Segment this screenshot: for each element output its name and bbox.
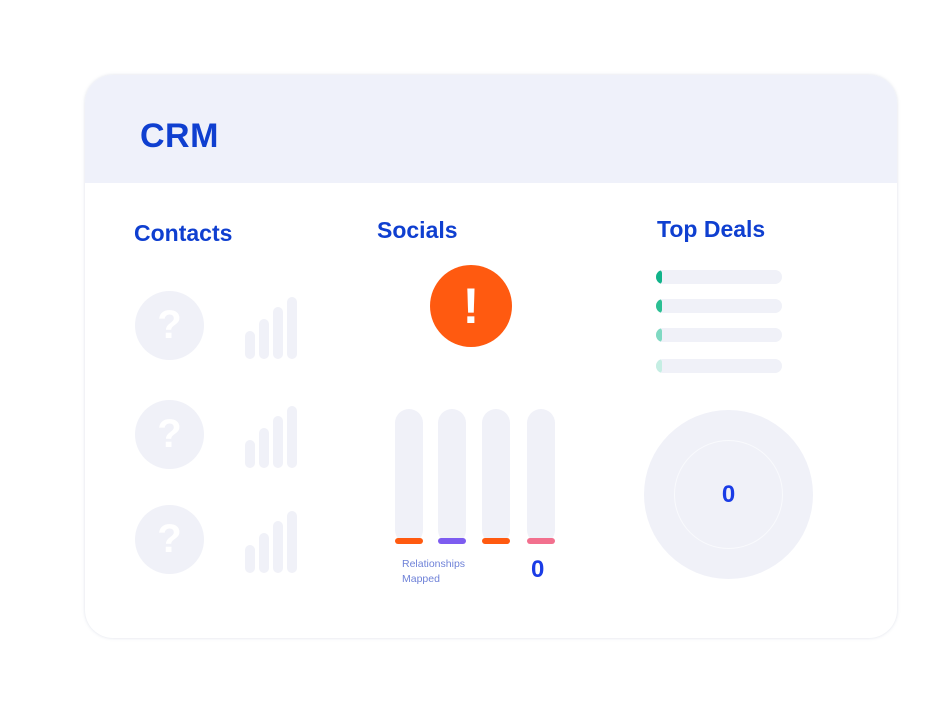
social-bar-accent <box>438 538 466 544</box>
relationships-mapped-label: Relationships Mapped <box>402 558 466 585</box>
card-title: CRM <box>140 117 219 155</box>
social-bar-2 <box>438 409 466 544</box>
contact-placeholder-icon: ? <box>135 291 204 360</box>
card-header: CRM <box>85 75 897 183</box>
deal-progress-fill <box>656 299 662 313</box>
deal-progress-fill <box>656 359 662 373</box>
deal-progress-fill <box>656 270 662 284</box>
deal-progress-bar <box>656 359 782 373</box>
relationships-mapped-count: 0 <box>531 556 545 583</box>
deal-progress-fill <box>656 328 662 342</box>
contacts-title: Contacts <box>134 220 233 246</box>
contact-row: ? <box>135 400 305 470</box>
deal-progress-bar <box>656 328 782 342</box>
social-bar-3 <box>482 409 510 544</box>
contact-placeholder-icon: ? <box>135 505 204 574</box>
deals-donut-chart: 0 <box>644 410 813 579</box>
top-deals-title: Top Deals <box>657 216 766 242</box>
social-bar-accent <box>395 538 423 544</box>
socials-title: Socials <box>377 217 458 243</box>
social-bar-1 <box>395 409 423 544</box>
contact-placeholder-icon: ? <box>135 400 204 469</box>
deal-progress-bar <box>656 299 782 313</box>
signal-bars-icon <box>245 511 297 573</box>
contact-row: ? <box>135 291 305 361</box>
social-bar-accent <box>527 538 555 544</box>
crm-card: CRM Contacts ? ? ? Socials ! Relationshi… <box>85 75 897 638</box>
social-bar-4 <box>527 409 555 544</box>
signal-bars-icon <box>245 297 297 359</box>
alert-icon: ! <box>430 265 512 347</box>
deals-total-value: 0 <box>721 480 736 508</box>
social-bar-accent <box>482 538 510 544</box>
donut-inner-ring <box>674 440 783 549</box>
deal-progress-bar <box>656 270 782 284</box>
contact-row: ? <box>135 505 305 575</box>
signal-bars-icon <box>245 406 297 468</box>
